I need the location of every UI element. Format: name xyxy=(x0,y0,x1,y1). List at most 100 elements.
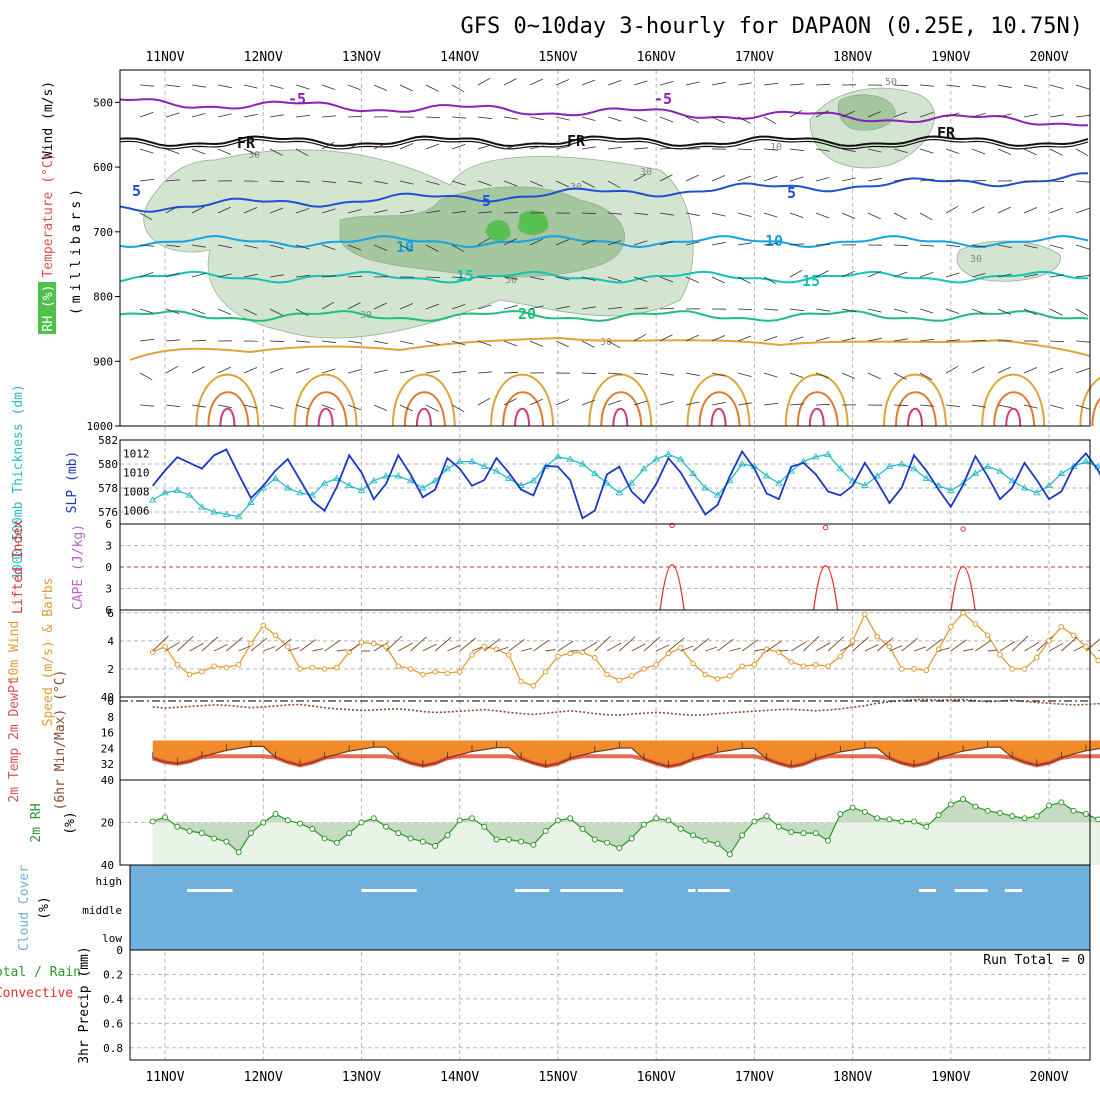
surface-wind-barb xyxy=(434,637,452,652)
wind-barb xyxy=(659,212,674,216)
wind-barb xyxy=(243,308,257,316)
wind-barb xyxy=(295,340,310,343)
rh-point xyxy=(383,823,390,830)
wind-barb xyxy=(815,403,831,406)
wind-barb xyxy=(711,335,726,342)
wind-barb xyxy=(633,212,648,216)
wind-speed-point xyxy=(898,666,905,672)
rh-point xyxy=(370,815,377,822)
wind-barb xyxy=(659,334,673,342)
wind-barb xyxy=(295,114,310,118)
surface-wind-barb xyxy=(164,642,180,652)
wind-barb xyxy=(763,308,778,311)
wind-barb xyxy=(659,241,674,246)
wind-barb xyxy=(165,272,180,278)
wind-speed-point xyxy=(849,638,856,644)
warm-isotherm-loop xyxy=(981,373,1046,427)
thickness-point xyxy=(529,476,538,484)
rh-point xyxy=(518,838,525,845)
wind-barb xyxy=(529,145,544,150)
wind-speed-point xyxy=(825,663,831,669)
rh-point xyxy=(186,828,193,834)
upper-ytick-label: 700 xyxy=(93,226,113,239)
wind-barb xyxy=(685,401,700,406)
wind-barb xyxy=(139,112,154,118)
wind-barb xyxy=(789,83,804,86)
wind-speed-point xyxy=(272,632,279,639)
wind-barb xyxy=(867,372,881,380)
rh-point xyxy=(984,807,991,814)
wind-barb xyxy=(659,401,674,406)
rh-shade-region xyxy=(517,210,549,236)
x-date-label-bottom: 18NOV xyxy=(833,1070,872,1085)
wind-speed-point xyxy=(555,653,561,660)
wind-speed-point xyxy=(1070,632,1077,639)
surface-wind-barb xyxy=(913,646,927,652)
thickness-point xyxy=(222,510,231,517)
rh-shade-region xyxy=(485,219,511,242)
wind-barb xyxy=(581,276,596,281)
thickness-point xyxy=(824,450,832,457)
wind-barb xyxy=(1049,148,1063,156)
wind-barb xyxy=(997,148,1012,155)
thickness-point xyxy=(284,484,292,491)
temperature-ylabel-right: (6hr Min/Max) (°C) xyxy=(53,670,68,811)
wind-barb xyxy=(1049,207,1064,214)
wind-barb xyxy=(243,273,258,278)
rh-point xyxy=(996,809,1003,816)
wind-barb xyxy=(581,212,597,215)
thickness-point xyxy=(505,474,513,481)
precip-tick-label: 0.6 xyxy=(103,1017,123,1030)
wind-barb xyxy=(321,115,336,118)
wind-barb xyxy=(841,177,856,182)
hottest-isotherm-loop xyxy=(514,407,531,427)
rh-point xyxy=(886,816,893,823)
wind-barb xyxy=(867,308,882,313)
thickness-point xyxy=(431,476,439,484)
wind-barb xyxy=(815,83,831,86)
surface-wind-barb xyxy=(778,649,789,652)
wind-barb xyxy=(945,84,960,88)
wind-barb xyxy=(919,272,934,278)
wind-barb xyxy=(711,241,726,246)
wind-barb xyxy=(191,366,205,374)
wind-barb xyxy=(191,339,207,342)
thickness-point xyxy=(320,479,329,486)
wind-barb xyxy=(633,400,648,406)
lifted-index-point xyxy=(822,524,829,531)
thickness-point xyxy=(713,491,722,498)
wind-speed-point xyxy=(370,640,377,647)
wind-speed-point xyxy=(260,622,267,629)
cloud-ylabel-right: (%) xyxy=(37,896,52,919)
wind-barb xyxy=(503,398,517,406)
surface-wind-barb xyxy=(643,636,661,652)
surface-wind-barb xyxy=(619,636,636,652)
surface-wind-barb xyxy=(717,638,734,652)
wind-barb xyxy=(1075,274,1090,278)
wind-barb xyxy=(1023,308,1037,316)
wind-barb xyxy=(477,144,492,150)
surface-wind-barb xyxy=(680,645,694,652)
wind-barb xyxy=(945,244,960,248)
rh-ylabel: 2m RH xyxy=(29,803,44,842)
thickness-point xyxy=(382,472,390,479)
chart-title: GFS 0~10day 3-hourly for DAPAON (0.25E, … xyxy=(460,14,1083,39)
wind-barb xyxy=(191,244,206,248)
thickness-point xyxy=(922,474,931,481)
hottest-isotherm-loop xyxy=(710,407,727,427)
x-date-label-bottom: 11NOV xyxy=(145,1070,184,1085)
wind-tick-label: 2 xyxy=(107,663,114,676)
rh-point xyxy=(493,836,500,843)
wind-barb xyxy=(139,178,154,182)
wind-barb xyxy=(555,399,570,406)
wind-speed-point xyxy=(1083,643,1089,650)
rh-point xyxy=(702,837,709,844)
rh-point xyxy=(825,837,832,844)
wind-barb xyxy=(529,116,544,121)
wind-barb xyxy=(607,372,622,375)
wind-barb xyxy=(269,340,285,343)
wind-barb xyxy=(1049,84,1064,89)
thickness-point xyxy=(873,472,881,479)
x-date-label-top: 19NOV xyxy=(931,50,970,65)
wind-barb xyxy=(607,306,622,310)
